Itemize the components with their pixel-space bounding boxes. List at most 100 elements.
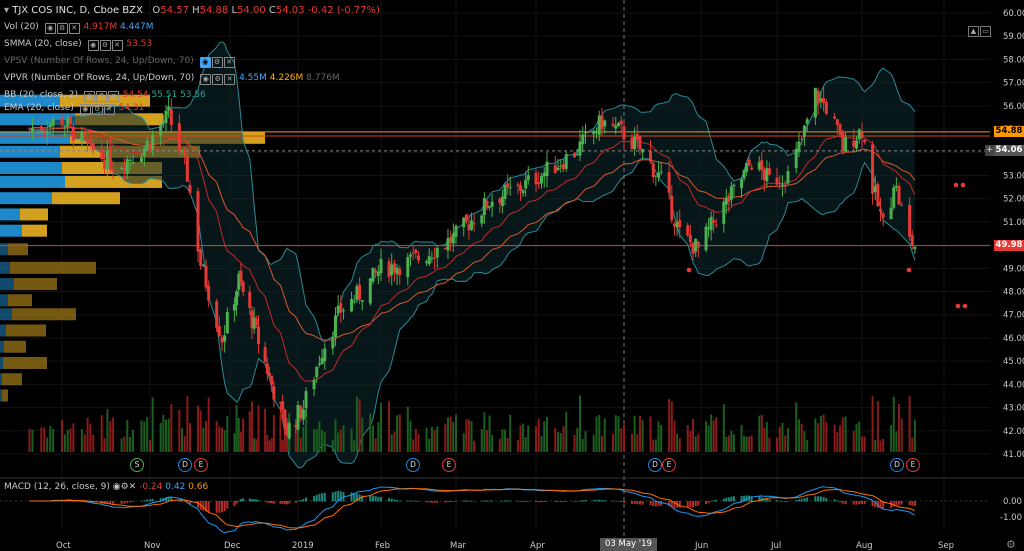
vpvr-legend[interactable]: VPVR (Number Of Rows, 24, Up/Down, 70) ◉… bbox=[4, 73, 340, 85]
visibility-eye-icon[interactable]: ◉ bbox=[79, 104, 91, 115]
volume-bar bbox=[579, 395, 581, 452]
candle-body bbox=[876, 183, 880, 207]
macd-histogram-bar bbox=[69, 500, 72, 502]
macd-histogram-bar bbox=[452, 501, 455, 502]
visibility-eye-icon[interactable]: ◉ bbox=[87, 40, 99, 51]
macd-histogram-bar bbox=[396, 499, 399, 502]
volume-profile-up-bar bbox=[0, 94, 60, 107]
candle-body bbox=[159, 125, 163, 136]
settings-gear-icon[interactable]: ⚙ bbox=[120, 482, 129, 492]
remove-x-icon[interactable]: ✕ bbox=[128, 482, 137, 492]
settings-gear-icon[interactable]: ⚙ bbox=[212, 74, 224, 85]
candle-body bbox=[368, 278, 372, 304]
bb-legend[interactable]: BB (20, close, 2) ◉ ⚙ ✕ 54.54 55.51 53.56 bbox=[4, 90, 206, 102]
candle-body bbox=[619, 120, 623, 125]
volume-profile-down-bar bbox=[20, 208, 48, 221]
visibility-eye-icon[interactable]: ◉ bbox=[83, 91, 95, 102]
chart-settings-gear-icon[interactable]: ⚙ bbox=[1006, 538, 1016, 551]
macd-legend[interactable]: MACD (12, 26, close, 9) ◉⚙✕ -0.24 0.42 0… bbox=[4, 482, 208, 492]
settings-gear-icon[interactable]: ⚙ bbox=[99, 40, 111, 51]
bb-upper-value: 55.51 bbox=[151, 90, 178, 100]
macd-histogram-bar bbox=[614, 501, 617, 502]
remove-x-icon[interactable]: ✕ bbox=[111, 40, 123, 51]
dividend-event-marker[interactable]: D bbox=[890, 458, 904, 472]
earnings-event-marker[interactable]: E bbox=[906, 458, 920, 472]
volume-bar bbox=[279, 414, 282, 452]
visibility-eye-icon[interactable]: ◉ bbox=[112, 482, 121, 492]
signal-dot bbox=[906, 267, 912, 273]
pane-maximize-icon[interactable]: ▭ bbox=[980, 26, 991, 37]
settings-gear-icon[interactable]: ⚙ bbox=[56, 23, 68, 34]
ema-legend[interactable]: EMA (20, close) ◉ ⚙ ✕ 54.31 bbox=[4, 103, 144, 115]
candle-body bbox=[732, 184, 736, 187]
settings-gear-icon[interactable]: ⚙ bbox=[95, 91, 107, 102]
candle-body bbox=[204, 265, 208, 288]
bollinger-lower-line bbox=[29, 128, 916, 469]
y-tick-label: 58.00 bbox=[1003, 55, 1024, 65]
smma-legend[interactable]: SMMA (20, close) ◉ ⚙ ✕ 53.53 bbox=[4, 39, 152, 51]
candle-body bbox=[139, 157, 143, 163]
candle-body bbox=[270, 375, 274, 385]
split-event-marker[interactable]: S bbox=[130, 458, 144, 472]
macd-histogram-bar bbox=[149, 499, 151, 502]
macd-histogram-bar bbox=[543, 501, 546, 503]
pane-up-arrow-icon[interactable]: ▲ bbox=[968, 26, 979, 37]
visibility-eye-icon[interactable]: ◉ bbox=[200, 74, 212, 85]
macd-histogram-bar bbox=[911, 501, 914, 506]
candle-body bbox=[852, 140, 856, 147]
candle-body bbox=[892, 187, 896, 208]
dividend-event-marker[interactable]: D bbox=[406, 458, 420, 472]
symbol-name[interactable]: TJX COS INC bbox=[12, 5, 74, 16]
volume-profile-up-bar bbox=[0, 389, 2, 402]
add-plus-icon[interactable]: + bbox=[985, 145, 994, 156]
candle-body bbox=[581, 134, 585, 145]
settings-gear-icon[interactable]: ⚙ bbox=[91, 104, 103, 115]
candle-body bbox=[287, 423, 291, 439]
volume-bar bbox=[765, 421, 768, 452]
volume-bar bbox=[839, 425, 842, 452]
macd-histogram-bar bbox=[819, 496, 822, 502]
macd-histogram-bar bbox=[197, 501, 199, 508]
macd-histogram-bar bbox=[797, 499, 800, 502]
volume-profile-up-bar bbox=[0, 224, 22, 237]
candle-body bbox=[250, 310, 254, 329]
visibility-eye-icon[interactable]: ◉ bbox=[44, 23, 56, 34]
remove-x-icon[interactable]: ✕ bbox=[68, 23, 80, 34]
candle-body bbox=[498, 198, 502, 204]
volume-bar bbox=[294, 426, 297, 452]
macd-histogram-bar bbox=[516, 500, 519, 502]
vpsv-legend[interactable]: VPSV (Number Of Rows, 24, Up/Down, 70) ◉… bbox=[4, 56, 236, 68]
volume-bar bbox=[522, 423, 525, 452]
earnings-event-marker[interactable]: E bbox=[662, 458, 676, 472]
volume-bar bbox=[620, 428, 623, 452]
earnings-event-marker[interactable]: E bbox=[442, 458, 456, 472]
volume-bar bbox=[331, 440, 334, 452]
volume-bar bbox=[355, 396, 358, 452]
dividend-event-marker[interactable]: D bbox=[178, 458, 192, 472]
remove-x-icon[interactable]: ✕ bbox=[224, 74, 236, 85]
volume-bar bbox=[504, 429, 507, 452]
settings-gear-icon[interactable]: ⚙ bbox=[211, 57, 223, 68]
volume-bar bbox=[28, 428, 31, 452]
macd-histogram-bar bbox=[633, 501, 636, 504]
volume-bar bbox=[913, 419, 916, 452]
remove-x-icon[interactable]: ✕ bbox=[223, 57, 235, 68]
earnings-event-marker[interactable]: E bbox=[194, 458, 208, 472]
remove-x-icon[interactable]: ✕ bbox=[103, 104, 115, 115]
volume-bar bbox=[103, 438, 106, 452]
hidden-eye-icon[interactable]: ◉ bbox=[199, 57, 211, 68]
x-tick-label: Aug bbox=[856, 541, 873, 551]
candle-body bbox=[60, 118, 64, 126]
x-tick-label: Feb bbox=[375, 541, 390, 551]
collapse-chevron-icon[interactable]: ▾ bbox=[4, 5, 10, 16]
dividend-event-marker[interactable]: D bbox=[648, 458, 662, 472]
volume-profile-up-bar bbox=[0, 261, 10, 274]
vol-legend[interactable]: Vol (20) ◉ ⚙ ✕ 4.917M 4.447M bbox=[4, 22, 154, 34]
macd-histogram-bar bbox=[501, 500, 504, 502]
remove-x-icon[interactable]: ✕ bbox=[107, 91, 119, 102]
macd-histogram-bar bbox=[803, 497, 806, 502]
volume-bar bbox=[678, 438, 681, 452]
macd-histogram-bar bbox=[288, 501, 291, 504]
volume-bar bbox=[233, 433, 236, 452]
